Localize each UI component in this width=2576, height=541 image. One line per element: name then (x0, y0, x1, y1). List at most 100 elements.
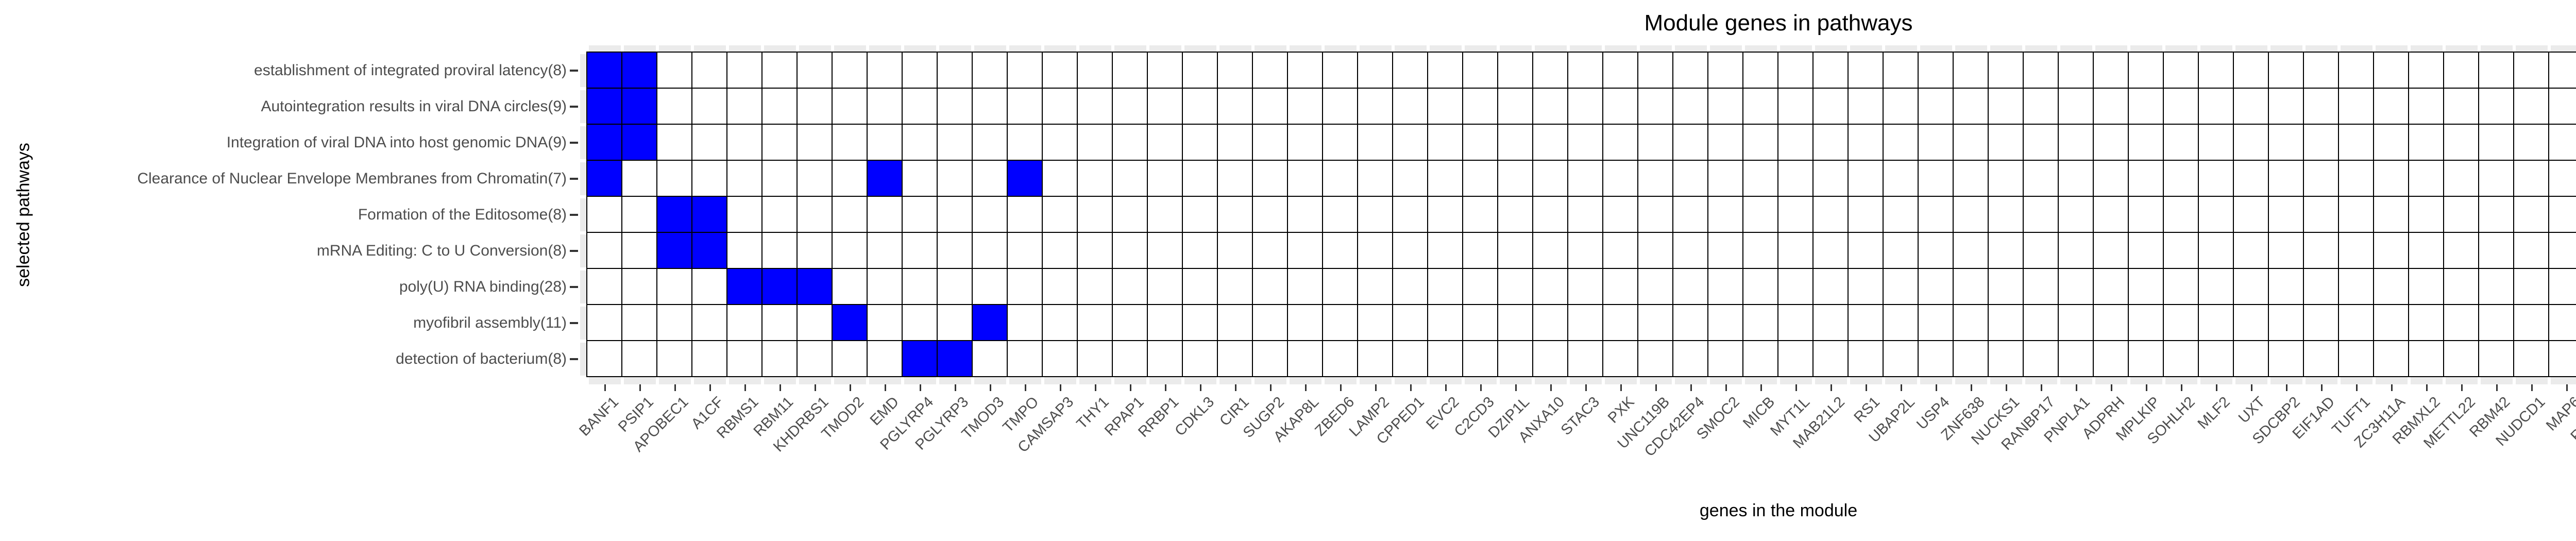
heatmap-cell (1113, 125, 1148, 161)
heatmap-cell (1849, 269, 1884, 305)
heatmap-cell (762, 197, 798, 233)
heatmap-cell (1183, 341, 1218, 377)
heatmap-cell (1043, 341, 1078, 377)
x-axis-tick (2566, 384, 2568, 391)
heatmap-cell (587, 305, 622, 341)
heatmap-cell (1288, 341, 1323, 377)
x-axis-tick (2180, 384, 2182, 391)
x-axis-tick (814, 384, 816, 391)
heatmap-cell (1288, 89, 1323, 125)
heatmap-cell (2094, 269, 2129, 305)
heatmap-cell (2059, 197, 2094, 233)
heatmap-cell (1253, 341, 1288, 377)
heatmap-cell (798, 125, 833, 161)
heatmap-cell (1954, 161, 1989, 197)
heatmap-cell (1743, 305, 1778, 341)
heatmap-cell (1288, 233, 1323, 269)
heatmap-cell (2059, 125, 2094, 161)
heatmap-cell (2444, 89, 2479, 125)
x-axis-tick (1970, 384, 1972, 391)
heatmap-cell (2129, 53, 2164, 89)
heatmap-cell (1814, 197, 1849, 233)
gridline-stubs-left (580, 53, 587, 377)
heatmap-cell (2199, 341, 2234, 377)
heatmap-cell (2479, 161, 2514, 197)
x-axis-tick (1304, 384, 1307, 391)
heatmap-cell (2479, 305, 2514, 341)
heatmap-cell (2374, 305, 2409, 341)
heatmap-cell (1218, 305, 1253, 341)
heatmap-cell (938, 233, 973, 269)
heatmap-cell (938, 161, 973, 197)
heatmap-cell (1113, 305, 1148, 341)
heatmap-cell (2409, 233, 2444, 269)
heatmap-cell (833, 53, 868, 89)
heatmap-cell (1989, 305, 2024, 341)
heatmap-cell (1288, 53, 1323, 89)
heatmap-cell (657, 53, 692, 89)
x-axis-tick (1655, 384, 1657, 391)
heatmap-cell (938, 269, 973, 305)
heatmap-cell (2514, 89, 2549, 125)
heatmap-cell (1568, 161, 1603, 197)
heatmap-cell (798, 53, 833, 89)
x-axis-tick (1585, 384, 1587, 391)
heatmap-cell (2304, 305, 2339, 341)
heatmap-cell (2199, 53, 2234, 89)
heatmap-cell (1323, 89, 1358, 125)
heatmap-cell (1393, 341, 1428, 377)
heatmap-cell (938, 53, 973, 89)
heatmap-cell (973, 269, 1008, 305)
heatmap-cell (1288, 125, 1323, 161)
heatmap-cell (2129, 305, 2164, 341)
heatmap-cell (622, 89, 657, 125)
heatmap-cell (1183, 305, 1218, 341)
heatmap-cell (1463, 161, 1498, 197)
heatmap-cell (1113, 89, 1148, 125)
heatmap-cell (2514, 197, 2549, 233)
heatmap-cell (1113, 53, 1148, 89)
heatmap-cell (1849, 125, 1884, 161)
heatmap-cell (1708, 233, 1743, 269)
y-axis-tick (570, 178, 578, 180)
heatmap-cell (657, 161, 692, 197)
heatmap-cell (1323, 305, 1358, 341)
heatmap-cell (1638, 89, 1673, 125)
x-axis-tick (1094, 384, 1096, 391)
heatmap-cell (2444, 161, 2479, 197)
heatmap-cell (2234, 125, 2269, 161)
heatmap-cell (833, 233, 868, 269)
heatmap-cell (833, 89, 868, 125)
heatmap-cell (2374, 269, 2409, 305)
x-axis-tick (2075, 384, 2077, 391)
heatmap-cell (1673, 269, 1708, 305)
heatmap-cell (1323, 125, 1358, 161)
heatmap-cell (2304, 341, 2339, 377)
heatmap-cell (2339, 125, 2374, 161)
heatmap-cell (1043, 233, 1078, 269)
heatmap-cell (2409, 89, 2444, 125)
heatmap-cell (2304, 269, 2339, 305)
heatmap-cell (692, 125, 727, 161)
heatmap-cell (1008, 269, 1043, 305)
heatmap-cell (1148, 161, 1183, 197)
heatmap-cell (657, 341, 692, 377)
heatmap-cell (1253, 197, 1288, 233)
heatmap-cell (1568, 89, 1603, 125)
heatmap-cell (1393, 269, 1428, 305)
x-axis-tick (1129, 384, 1131, 391)
heatmap-cell (622, 269, 657, 305)
y-axis-label: detection of bacterium(8) (396, 350, 567, 367)
heatmap-cell (938, 305, 973, 341)
heatmap-cell (2094, 305, 2129, 341)
heatmap-cell (1603, 233, 1638, 269)
heatmap-cell (1849, 305, 1884, 341)
heatmap-cell (2549, 161, 2576, 197)
heatmap-cell (2514, 305, 2549, 341)
heatmap-cell (2234, 341, 2269, 377)
heatmap-cell (1533, 233, 1568, 269)
heatmap-cell (833, 161, 868, 197)
heatmap-cell (2234, 89, 2269, 125)
heatmap-cell (2164, 197, 2199, 233)
